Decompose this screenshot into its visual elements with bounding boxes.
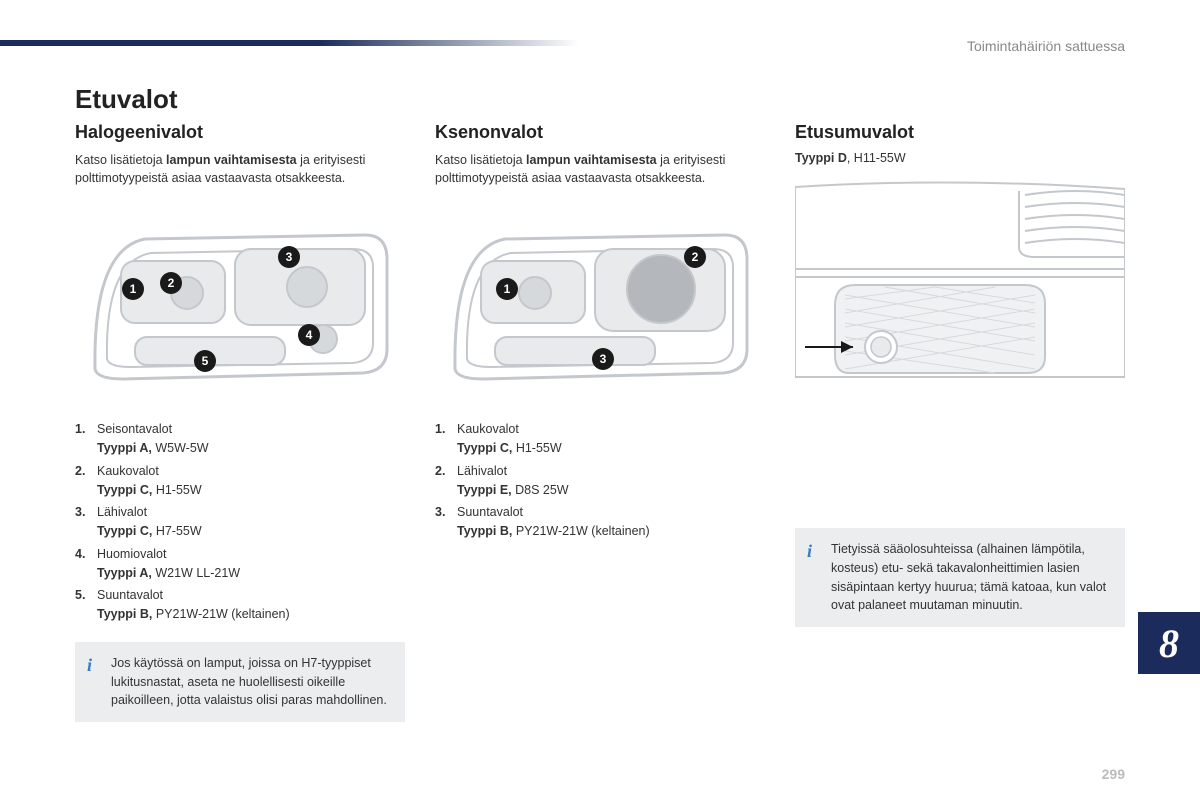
list-item: 4.HuomiovalotTyyppi A, W21W LL-21W — [75, 545, 405, 583]
halogen-info-box: i Jos käytössä on lamput, joissa on H7-t… — [75, 642, 405, 722]
list-item: 1.SeisontavalotTyyppi A, W5W-5W — [75, 420, 405, 458]
list-num: 1. — [435, 420, 457, 458]
list-body: SuuntavalotTyyppi B, PY21W-21W (keltaine… — [457, 503, 650, 541]
list-num: 1. — [75, 420, 97, 458]
list-item: 3.LähivalotTyyppi C, H7-55W — [75, 503, 405, 541]
info-text: Tietyissä sääolosuhteissa (alhainen lämp… — [831, 542, 1106, 612]
xenon-column: Ksenonvalot Katso lisätietoja lampun vai… — [435, 122, 765, 722]
list-item: 2.LähivalotTyyppi E, D8S 25W — [435, 462, 765, 500]
list-num: 4. — [75, 545, 97, 583]
list-body: KaukovalotTyyppi C, H1-55W — [457, 420, 562, 458]
text-bold: lampun vaihtamisesta — [166, 153, 297, 167]
list-body: HuomiovalotTyyppi A, W21W LL-21W — [97, 545, 240, 583]
text: Katso lisätietoja — [75, 153, 166, 167]
xenon-intro: Katso lisätietoja lampun vaihtamisesta j… — [435, 151, 765, 187]
svg-text:5: 5 — [202, 354, 209, 368]
svg-text:4: 4 — [306, 328, 313, 342]
svg-text:1: 1 — [130, 282, 137, 296]
chapter-tab: 8 — [1138, 612, 1200, 674]
text-bold: lampun vaihtamisesta — [526, 153, 657, 167]
list-item: 5.SuuntavalotTyyppi B, PY21W-21W (keltai… — [75, 586, 405, 624]
xenon-title: Ksenonvalot — [435, 122, 765, 143]
list-num: 2. — [75, 462, 97, 500]
page-number: 299 — [1102, 766, 1125, 782]
svg-text:2: 2 — [168, 276, 175, 290]
fog-spec-val: , H11-55W — [847, 151, 906, 165]
list-item: 1.KaukovalotTyyppi C, H1-55W — [435, 420, 765, 458]
list-body: SuuntavalotTyyppi B, PY21W-21W (keltaine… — [97, 586, 290, 624]
fog-title: Etusumuvalot — [795, 122, 1125, 143]
list-num: 5. — [75, 586, 97, 624]
svg-text:3: 3 — [600, 352, 607, 366]
list-body: LähivalotTyyppi E, D8S 25W — [457, 462, 569, 500]
xenon-list: 1.KaukovalotTyyppi C, H1-55W2.LähivalotT… — [435, 420, 765, 541]
list-body: KaukovalotTyyppi C, H1-55W — [97, 462, 202, 500]
list-num: 3. — [435, 503, 457, 541]
fog-column: Etusumuvalot Tyyppi D, H11-55W — [795, 122, 1125, 722]
svg-text:1: 1 — [504, 282, 511, 296]
fog-spec: Tyyppi D, H11-55W — [795, 151, 1125, 165]
list-body: SeisontavalotTyyppi A, W5W-5W — [97, 420, 209, 458]
halogen-intro: Katso lisätietoja lampun vaihtamisesta j… — [75, 151, 405, 187]
section-header: Toimintahäiriön sattuessa — [967, 38, 1125, 54]
page-title: Etuvalot — [75, 84, 178, 115]
fog-diagram — [795, 177, 1125, 387]
list-item: 2.KaukovalotTyyppi C, H1-55W — [75, 462, 405, 500]
info-icon: i — [87, 652, 92, 679]
halogen-column: Halogeenivalot Katso lisätietoja lampun … — [75, 122, 405, 722]
halogen-diagram: 1 2 3 4 5 — [75, 199, 405, 399]
halogen-title: Halogeenivalot — [75, 122, 405, 143]
text: Katso lisätietoja — [435, 153, 526, 167]
halogen-list: 1.SeisontavalotTyyppi A, W5W-5W2.Kaukova… — [75, 420, 405, 624]
list-num: 2. — [435, 462, 457, 500]
list-item: 3.SuuntavalotTyyppi B, PY21W-21W (keltai… — [435, 503, 765, 541]
svg-text:2: 2 — [692, 250, 699, 264]
fog-type: Tyyppi D — [795, 151, 847, 165]
info-icon: i — [807, 538, 812, 565]
header-accent-bar — [0, 40, 580, 46]
info-text: Jos käytössä on lamput, joissa on H7-tyy… — [111, 656, 387, 708]
content-columns: Halogeenivalot Katso lisätietoja lampun … — [75, 122, 1125, 722]
fog-info-box: i Tietyissä sääolosuhteissa (alhainen lä… — [795, 528, 1125, 627]
svg-text:3: 3 — [286, 250, 293, 264]
list-num: 3. — [75, 503, 97, 541]
list-body: LähivalotTyyppi C, H7-55W — [97, 503, 202, 541]
xenon-diagram: 1 2 3 — [435, 199, 765, 399]
